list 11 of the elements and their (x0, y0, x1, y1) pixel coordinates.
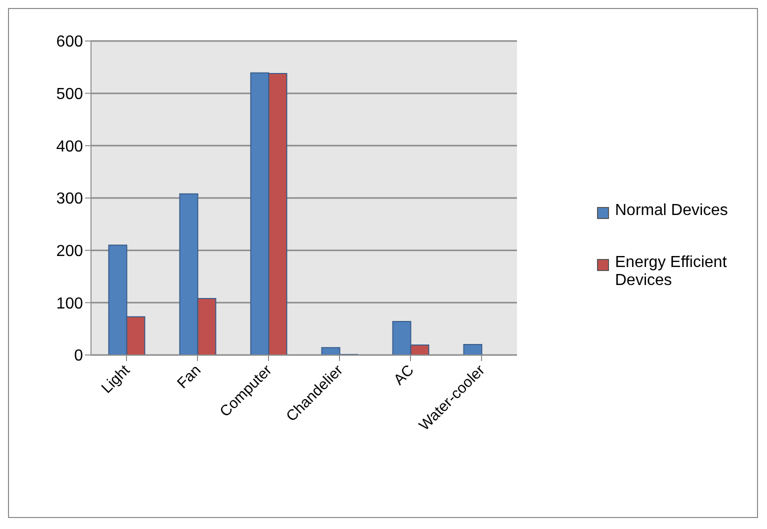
x-tick-label: AC (390, 362, 418, 389)
y-tick-label: 600 (56, 34, 84, 51)
y-tick-label: 300 (56, 190, 84, 208)
legend-label: Normal Devices (615, 202, 728, 220)
y-tick-label: 200 (56, 243, 84, 260)
x-tick-label: Fan (174, 362, 204, 392)
y-tick-label: 500 (56, 86, 84, 104)
y-tick-label: 100 (56, 295, 84, 312)
legend-label: Energy Efficient Devices (615, 254, 728, 290)
y-tick-label: 400 (56, 138, 84, 156)
y-tick-label: 0 (74, 348, 84, 365)
